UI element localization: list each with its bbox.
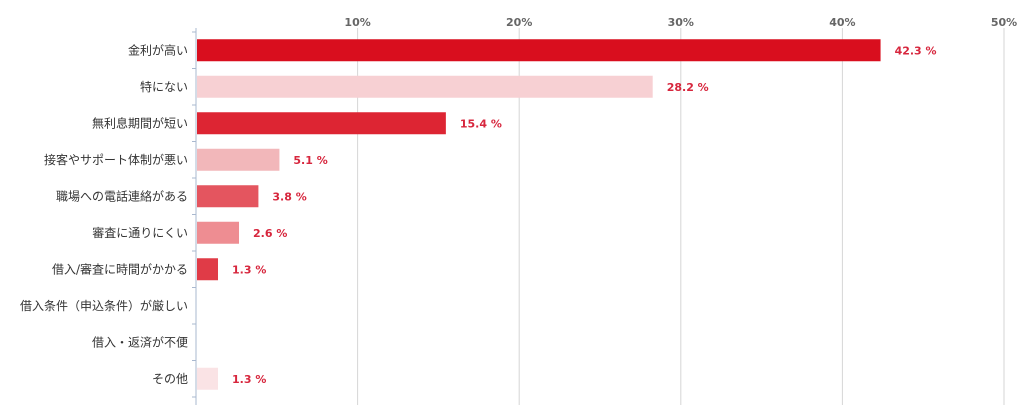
- x-tick-label-50: 50%: [991, 16, 1017, 29]
- value-label-10: 1.3 %: [232, 373, 266, 386]
- bar-layer: [197, 39, 881, 390]
- category-label-9: 借入・返済が不便: [92, 334, 188, 349]
- bar-6: [197, 221, 240, 244]
- axis-layer: [192, 28, 197, 405]
- category-label-10: その他: [152, 372, 188, 386]
- bar-3: [197, 112, 446, 135]
- bar-10: [197, 367, 219, 390]
- x-tick-label-30: 30%: [668, 16, 694, 29]
- value-label-3: 15.4 %: [460, 117, 502, 130]
- label-layer: 10% 20% 30% 40% 50% 金利が高い 42.3 % 特にない 28.2 % 無利息期…: [20, 16, 1017, 386]
- value-label-5: 3.8 %: [272, 190, 306, 203]
- category-label-8: 借入条件（申込条件）が厳しい: [20, 298, 188, 313]
- bar-5: [197, 185, 259, 208]
- bar-1: [197, 39, 881, 62]
- category-label-4: 接客やサポート体制が悪い: [44, 152, 188, 167]
- bar-4: [197, 148, 280, 171]
- bar-2: [197, 75, 653, 98]
- category-label-2: 特にない: [140, 79, 188, 94]
- bar-7: [197, 258, 219, 281]
- value-label-2: 28.2 %: [667, 81, 709, 94]
- category-label-7: 借入/審査に時間がかかる: [52, 261, 188, 276]
- x-tick-label-10: 10%: [344, 16, 370, 29]
- category-label-6: 審査に通りにくい: [92, 225, 188, 240]
- value-label-7: 1.3 %: [232, 263, 266, 276]
- category-label-3: 無利息期間が短い: [92, 115, 188, 130]
- x-tick-label-20: 20%: [506, 16, 532, 29]
- value-label-4: 5.1 %: [293, 154, 327, 167]
- value-label-6: 2.6 %: [253, 227, 287, 240]
- value-label-1: 42.3 %: [895, 44, 937, 57]
- x-tick-label-40: 40%: [829, 16, 855, 29]
- category-label-5: 職場への電話連絡がある: [56, 188, 188, 203]
- category-label-1: 金利が高い: [128, 42, 188, 57]
